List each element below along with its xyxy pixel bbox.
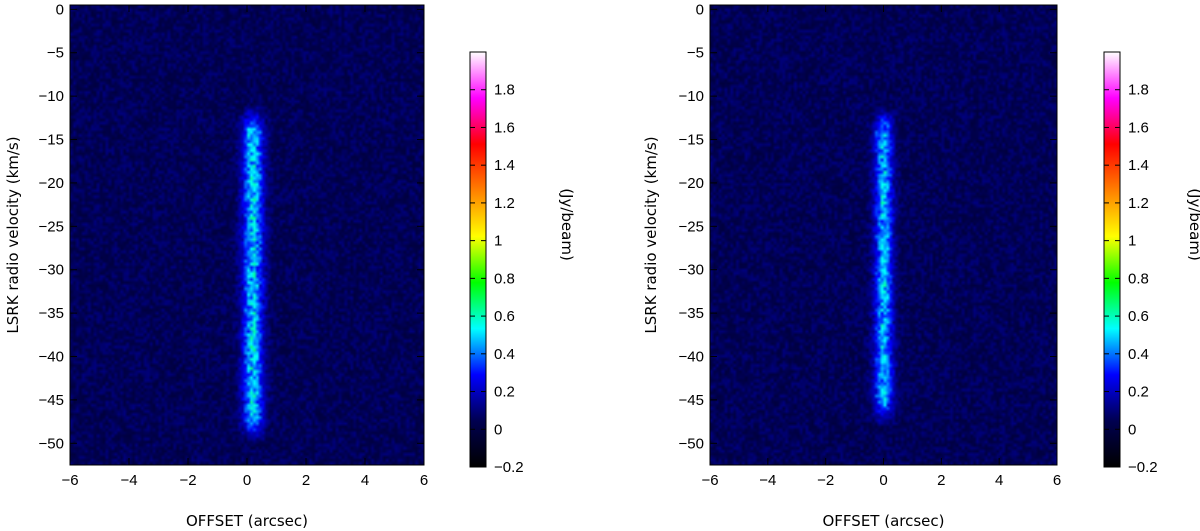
y-axis-label: LSRK radio velocity (km/s) (4, 136, 22, 333)
x-tick-label: 6 (420, 472, 428, 489)
colorbar-tick-label: 0.2 (494, 384, 515, 401)
panel-right: −6 −4 −2 0 2 4 60−5−10−15−20−25−30−35−40−45−50… (642, 1, 1200, 530)
y-tick-label: −45 (679, 392, 704, 409)
y-tick-label: −10 (679, 88, 704, 105)
x-tick-label: −2 (179, 472, 196, 489)
colorbar-tick-label: 1.6 (1128, 119, 1149, 136)
y-tick-label: −15 (679, 132, 704, 149)
colorbar-tick-label: 0.4 (494, 346, 515, 363)
colorbar-label: (Jy/beam) (558, 188, 576, 261)
y-tick-label: −40 (39, 349, 64, 366)
y-tick-label: 0 (696, 1, 704, 18)
y-tick-label: −50 (679, 435, 704, 452)
y-tick-label: −50 (39, 435, 64, 452)
y-tick-label: −25 (39, 218, 64, 235)
y-tick-label: −45 (39, 392, 64, 409)
colorbar-tick-label: 0.6 (1128, 308, 1149, 325)
colorbar-tick-label: 0.2 (1128, 384, 1149, 401)
heatmap-image (70, 5, 424, 465)
y-tick-label: −20 (39, 175, 64, 192)
colorbar-tick-label: 1.4 (1128, 157, 1149, 174)
y-tick-label: −30 (39, 262, 64, 279)
y-tick-label: 0 (56, 1, 64, 18)
colorbar-tick-label: 1 (494, 233, 502, 250)
x-tick-label: 2 (302, 472, 310, 489)
y-axis-label: LSRK radio velocity (km/s) (642, 136, 660, 333)
colorbar-tick-label: −0.2 (494, 459, 524, 476)
colorbar (1103, 51, 1121, 468)
y-tick-label: −5 (47, 45, 64, 62)
y-tick-label: −25 (679, 218, 704, 235)
x-tick-label: 4 (995, 472, 1003, 489)
y-tick-label: −20 (679, 175, 704, 192)
x-axis-label: OFFSET (arcsec) (823, 512, 945, 530)
x-tick-label: 0 (879, 472, 887, 489)
colorbar-tick-label: 0.8 (1128, 270, 1149, 287)
y-tick-label: −40 (679, 349, 704, 366)
x-tick-label: −4 (759, 472, 776, 489)
colorbar-tick-label: 1.2 (494, 195, 515, 212)
y-tick-label: −15 (39, 132, 64, 149)
y-tick-label: −35 (39, 305, 64, 322)
y-tick-label: −35 (679, 305, 704, 322)
colorbar-label: (Jy/beam) (1186, 188, 1200, 261)
x-tick-label: −6 (61, 472, 78, 489)
colorbar-tick-label: 1.2 (1128, 195, 1149, 212)
colorbar-tick-label: 1.4 (494, 157, 515, 174)
x-tick-label: 2 (937, 472, 945, 489)
colorbar-tick-label: 0.8 (494, 270, 515, 287)
y-tick-label: −5 (687, 45, 704, 62)
heatmap-image (710, 5, 1057, 465)
x-tick-label: −2 (817, 472, 834, 489)
x-tick-label: −4 (120, 472, 137, 489)
colorbar-tick-label: 0.4 (1128, 346, 1149, 363)
colorbar-tick-label: 1.8 (494, 82, 515, 99)
colorbar (469, 51, 487, 468)
colorbar-tick-label: 1 (1128, 233, 1136, 250)
x-tick-label: −6 (701, 472, 718, 489)
panel-left: −6 −4 −2 0 2 4 60−5−10−15−20−25−30−35−40−45−50… (4, 1, 576, 530)
x-tick-label: 4 (361, 472, 369, 489)
colorbar-tick-label: 1.8 (1128, 82, 1149, 99)
x-axis-label: OFFSET (arcsec) (186, 512, 308, 530)
colorbar-tick-label: 0.6 (494, 308, 515, 325)
colorbar-tick-label: −0.2 (1128, 459, 1158, 476)
colorbar-tick-label: 0 (494, 421, 502, 438)
x-tick-label: 0 (243, 472, 251, 489)
y-tick-label: −30 (679, 262, 704, 279)
x-tick-label: 6 (1053, 472, 1061, 489)
colorbar-tick-label: 1.6 (494, 119, 515, 136)
colorbar-tick-label: 0 (1128, 421, 1136, 438)
y-tick-label: −10 (39, 88, 64, 105)
